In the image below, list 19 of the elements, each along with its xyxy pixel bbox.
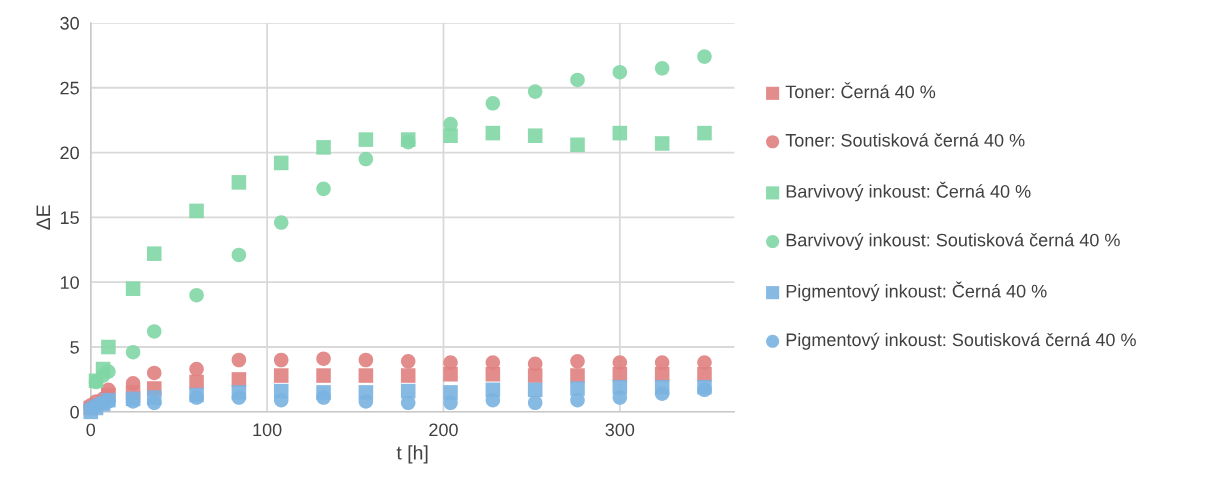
legend-label: Barvivový inkoust: Černá 40 % — [786, 181, 1031, 202]
legend-label: Toner: Soutisková černá 40 % — [785, 133, 1025, 147]
y-tick-label: 5 — [70, 341, 79, 354]
x-tick-label: 100 — [253, 423, 282, 437]
legend-label: Pigmentový inkoust: Soutisková černá 40 % — [786, 332, 1136, 350]
y-tick-label: 25 — [60, 81, 79, 95]
x-tick-label: 200 — [429, 423, 458, 437]
legend-label: Pigmentový inkoust: Černá 40 % — [786, 281, 1047, 302]
y-tick-label: 30 — [60, 16, 79, 30]
y-axis-title: ΔE — [36, 205, 50, 230]
y-tick-label: 0 — [70, 405, 79, 419]
x-axis-title: t [h] — [396, 445, 428, 464]
legend-label: Toner: Černá 40 % — [785, 82, 936, 99]
y-tick-label: 10 — [60, 276, 79, 289]
y-tick-label: 15 — [60, 211, 79, 225]
legend-label: Barvivový inkoust: Soutisková černá 40 % — [786, 232, 1120, 251]
x-tick-label: 0 — [86, 423, 96, 437]
x-tick-label: 300 — [605, 423, 635, 437]
y-tick-label: 20 — [60, 146, 79, 160]
